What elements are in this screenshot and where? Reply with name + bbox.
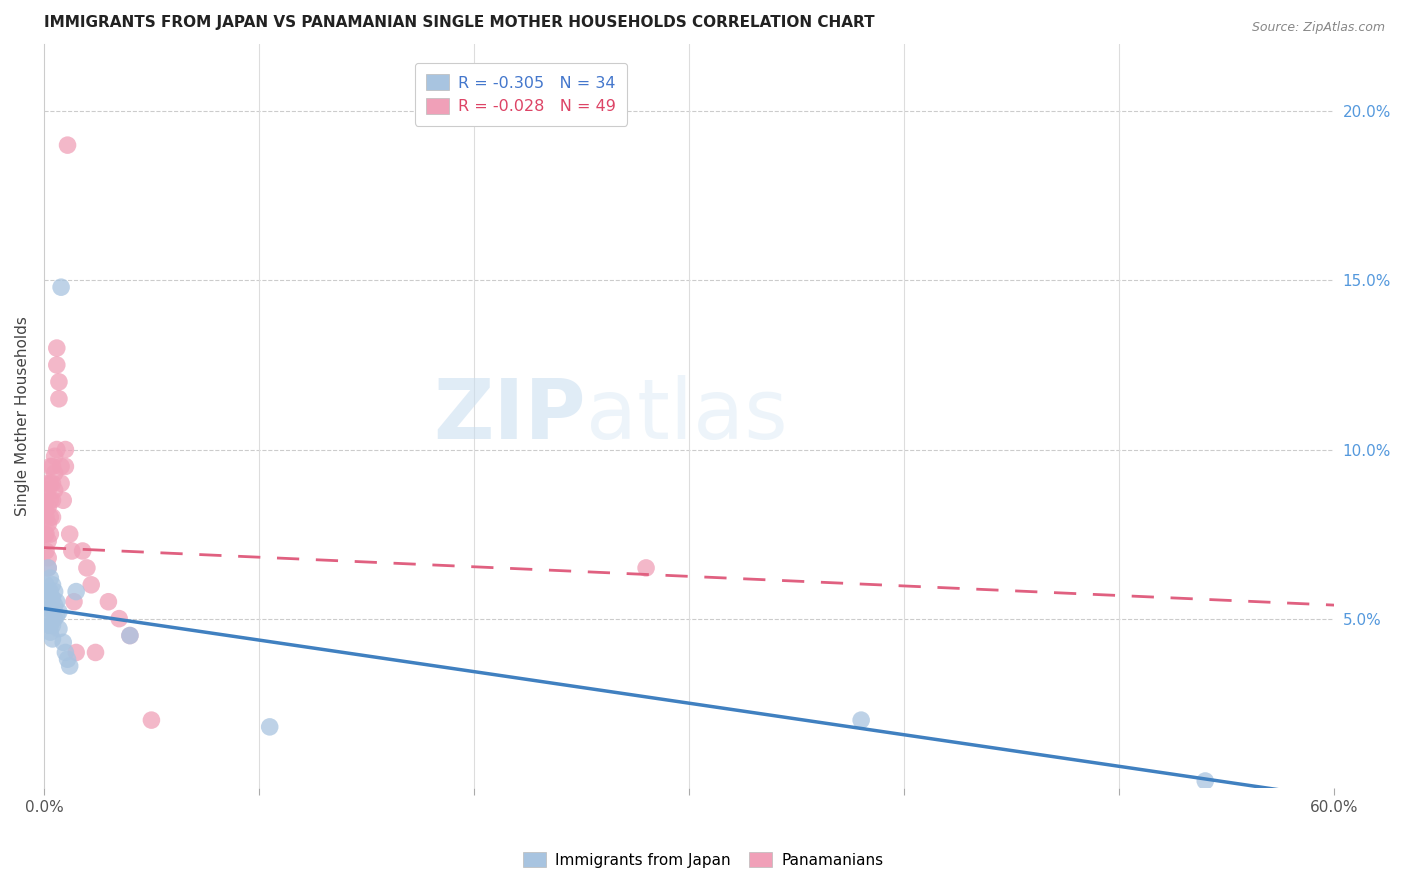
Point [37,500,59,514]
Point [39,625,62,640]
Point [1194,774,1216,789]
Point [35,493,58,508]
Point [60,544,83,558]
Point [59,659,82,673]
Point [44,467,66,481]
Point [41,578,63,592]
Point [118,629,141,643]
Point [37,618,59,632]
Point [37,601,59,615]
Point [41,591,63,606]
Point [39,618,62,632]
Point [34,527,56,541]
Point [49,476,72,491]
Point [48,605,70,619]
Point [39,601,62,615]
Point [37,550,59,565]
Point [41,493,63,508]
Point [55,442,77,457]
Point [49,280,72,294]
Point [37,516,59,531]
Point [84,645,107,659]
Point [39,571,62,585]
Point [52,493,75,508]
Point [108,612,131,626]
Point [41,459,63,474]
Point [56,138,79,153]
Point [37,584,59,599]
Point [35,527,58,541]
Point [37,533,59,548]
Point [45,608,67,623]
Legend: Immigrants from Japan, Panamanians: Immigrants from Japan, Panamanians [517,846,889,873]
Point [35,578,58,592]
Point [45,442,67,457]
Point [44,450,66,464]
Point [37,561,59,575]
Point [65,645,87,659]
Point [35,595,58,609]
Point [39,459,62,474]
Point [56,652,79,666]
Text: atlas: atlas [586,376,787,456]
Point [49,459,72,474]
Point [59,527,82,541]
Point [39,476,62,491]
Point [45,358,67,372]
Point [44,612,66,626]
Point [76,561,98,575]
Y-axis label: Single Mother Households: Single Mother Households [15,316,30,516]
Point [39,510,62,524]
Point [45,341,67,355]
Point [636,561,658,575]
Point [141,713,163,727]
Point [37,561,59,575]
Point [72,544,94,558]
Point [35,476,58,491]
Point [37,483,59,497]
Point [41,618,63,632]
Point [48,622,70,636]
Point [65,584,87,599]
Point [44,598,66,612]
Point [259,720,281,734]
Point [849,713,872,727]
Point [41,605,63,619]
Point [97,595,120,609]
Point [55,645,77,659]
Point [80,578,103,592]
Point [41,632,63,646]
Point [48,375,70,389]
Legend: R = -0.305   N = 34, R = -0.028   N = 49: R = -0.305 N = 34, R = -0.028 N = 49 [415,62,627,126]
Point [118,629,141,643]
Point [35,510,58,524]
Text: ZIP: ZIP [433,376,586,456]
Point [35,544,58,558]
Point [52,635,75,649]
Point [41,510,63,524]
Point [39,493,62,508]
Point [39,527,62,541]
Text: IMMIGRANTS FROM JAPAN VS PANAMANIAN SINGLE MOTHER HOUSEHOLDS CORRELATION CHART: IMMIGRANTS FROM JAPAN VS PANAMANIAN SING… [44,15,875,30]
Point [48,392,70,406]
Point [41,476,63,491]
Text: Source: ZipAtlas.com: Source: ZipAtlas.com [1251,21,1385,34]
Point [34,503,56,517]
Point [39,584,62,599]
Point [44,483,66,497]
Point [35,612,58,626]
Point [55,459,77,474]
Point [63,595,86,609]
Point [45,595,67,609]
Point [44,584,66,599]
